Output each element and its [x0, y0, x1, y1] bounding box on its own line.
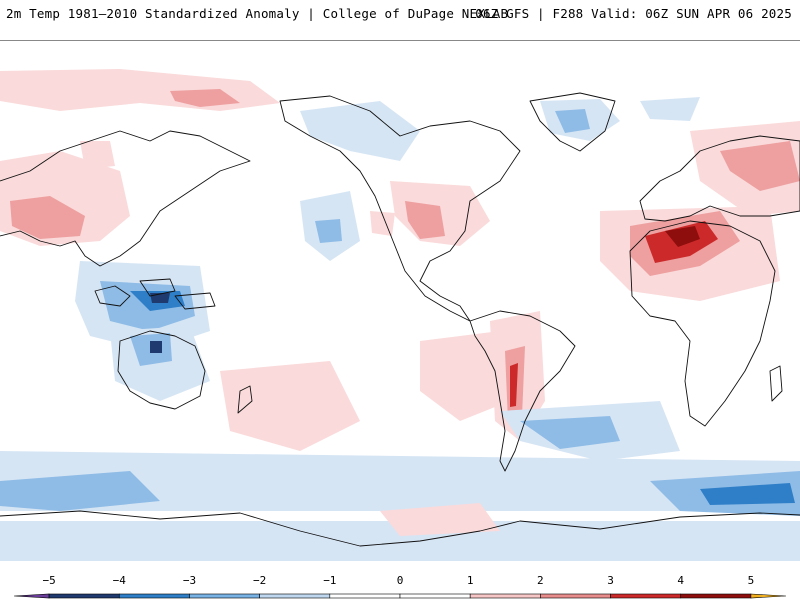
colorbar-bin [259, 593, 331, 599]
coastline-asia [0, 130, 251, 267]
cold-anomaly-area [0, 521, 800, 561]
colorbar-tick-label: 2 [537, 574, 544, 587]
colorbar-bin [48, 593, 120, 599]
colorbar-tick-label: 4 [677, 574, 684, 587]
coastline-maritime [94, 278, 216, 310]
anomaly-shading [0, 69, 800, 561]
colorbar-arrow-high [750, 593, 787, 599]
coastline-africa [629, 220, 776, 427]
colorbar-bin [118, 593, 190, 599]
colorbar: −5 −4 −3 −2 −1 0 1 2 3 4 5 [13, 574, 787, 599]
cold-anomaly-area [700, 483, 795, 505]
colorbar-bin [540, 593, 611, 599]
colorbar-tick-label: −1 [323, 574, 336, 587]
header-divider [0, 40, 800, 41]
coastline-greenland [529, 92, 616, 152]
colorbar-labels: −5 −4 −3 −2 −1 0 1 2 3 4 5 [42, 574, 754, 587]
warm-anomaly-area [380, 503, 500, 536]
coastline-europe [639, 135, 800, 222]
model-run-info: 06Z GFS | F288 Valid: 06Z SUN APR 06 202… [475, 6, 792, 21]
cold-anomaly-area [315, 219, 342, 243]
warm-anomaly-area [80, 141, 115, 169]
coastline-madagascar [769, 365, 783, 402]
warm-anomaly-area [720, 141, 800, 191]
coastline-south-america [469, 310, 576, 472]
cold-anomaly-area [640, 97, 700, 121]
colorbar-bin [680, 593, 752, 599]
warm-anomaly-area [405, 201, 445, 239]
colorbar-bin [469, 593, 541, 599]
warm-anomaly-area [220, 361, 360, 451]
cold-anomaly-area [300, 101, 420, 161]
colorbar-bin [399, 593, 471, 599]
colorbar-bin [189, 593, 260, 599]
colorbar-tick-label: 3 [607, 574, 614, 587]
coastline-new-zealand [237, 385, 253, 414]
colorbar-tick-label: −3 [183, 574, 196, 587]
warm-anomaly-area [10, 196, 85, 239]
warm-anomaly-area [665, 226, 700, 247]
warm-anomaly-area [510, 363, 518, 407]
cold-anomaly-area [555, 109, 590, 133]
coastline-north-america [279, 95, 521, 322]
warm-anomaly-area [170, 89, 240, 107]
coastlines [0, 92, 800, 547]
colorbar-tick-label: 5 [748, 574, 755, 587]
cold-anomaly-area [0, 451, 800, 511]
colorbar-bins [13, 593, 787, 599]
colorbar-bin [610, 593, 682, 599]
anomaly-map [0, 41, 800, 561]
colorbar-arrow-low [13, 593, 50, 599]
warm-anomaly-area [420, 331, 510, 421]
colorbar-tick-label: −2 [253, 574, 266, 587]
colorbar-tick-label: 0 [397, 574, 404, 587]
coastline-antarctica [0, 510, 800, 547]
cold-anomaly-area [150, 293, 170, 303]
map-title: 2m Temp 1981–2010 Standardized Anomaly |… [6, 6, 509, 21]
cold-anomaly-area [150, 341, 162, 353]
cold-anomaly-area [0, 471, 160, 511]
cold-anomaly-area [520, 416, 620, 449]
colorbar-tick-label: −4 [113, 574, 127, 587]
colorbar-tick-label: −5 [42, 574, 55, 587]
coastline-australia [117, 330, 206, 410]
colorbar-bin [329, 593, 401, 599]
colorbar-tick-label: 1 [467, 574, 474, 587]
